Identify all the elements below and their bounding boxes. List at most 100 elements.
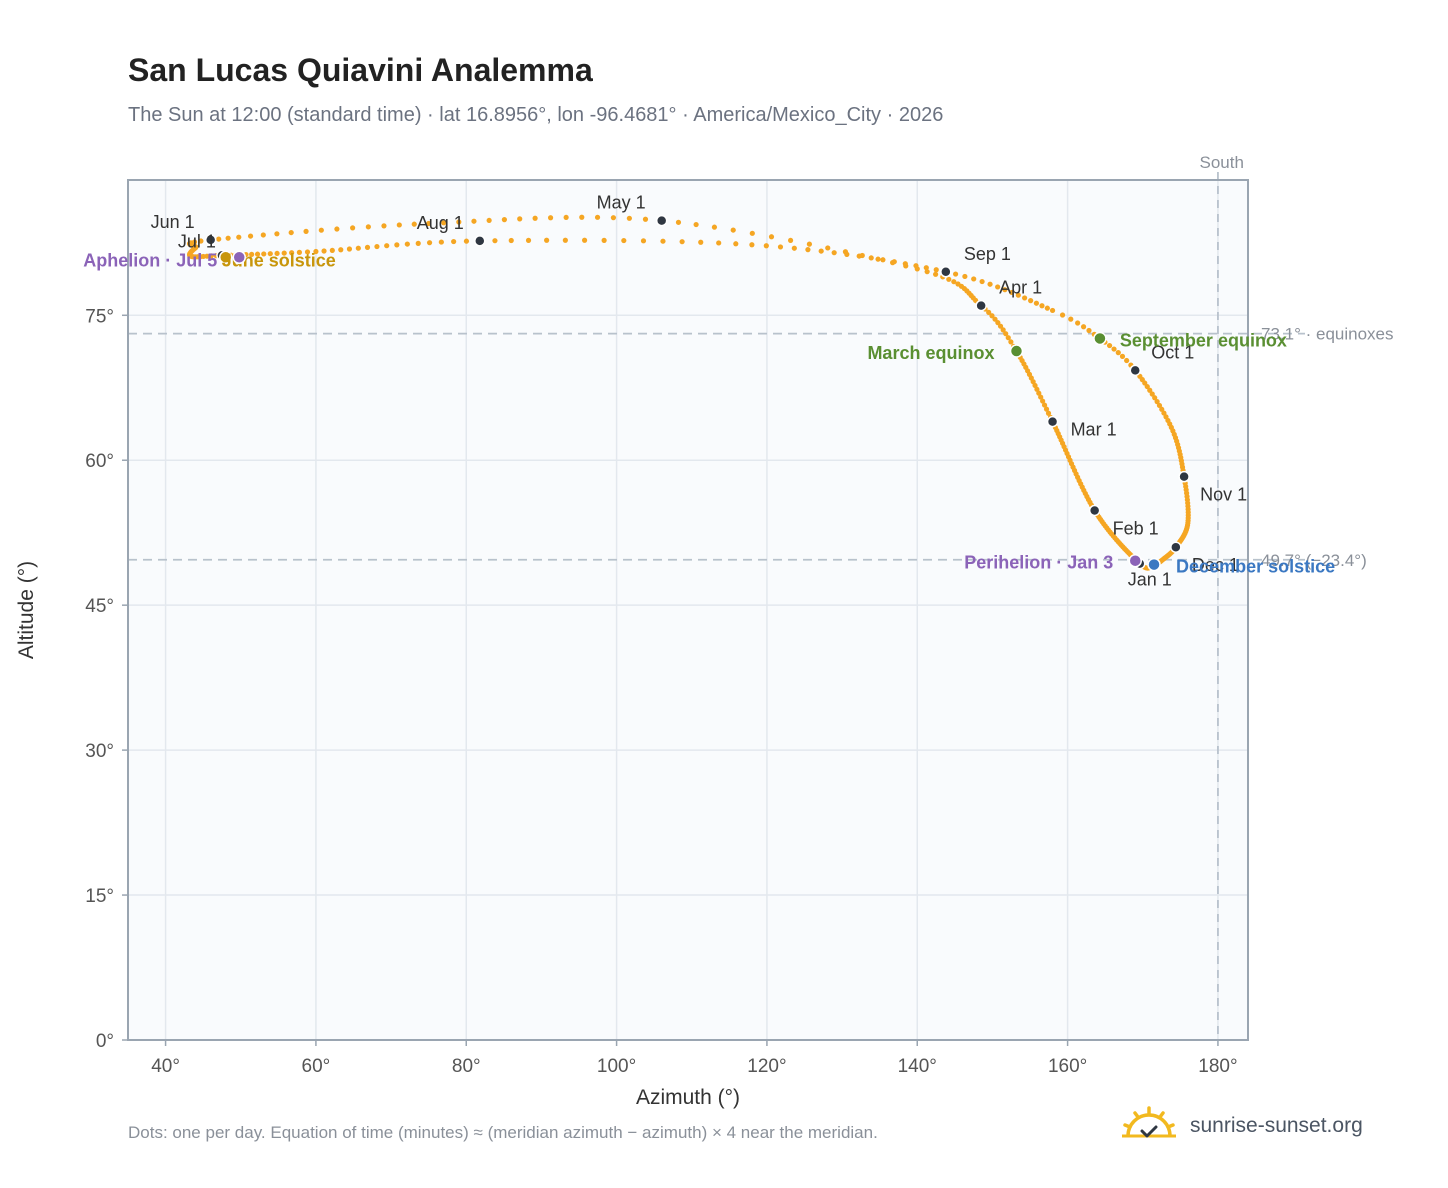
day-dot [1015, 292, 1021, 298]
plot-area [128, 180, 1248, 1040]
event-marker [232, 250, 246, 265]
event-marker [1009, 344, 1024, 358]
plot-frame [127, 179, 1249, 1041]
reference-label: 73.1° · equinoxes [1261, 325, 1394, 344]
analemma-path [186, 214, 1191, 571]
day-dot [508, 237, 514, 244]
day-dot [675, 219, 682, 225]
day-dot [1039, 303, 1045, 309]
y-tick-label: 15° [85, 886, 114, 907]
x-tick-label: 140° [898, 1056, 937, 1077]
day-dot [763, 243, 769, 249]
day-dot [730, 227, 736, 233]
day-dot [787, 237, 794, 244]
y-tick-label: 45° [85, 596, 114, 617]
month-label: Dec 1 [1192, 555, 1239, 575]
month-marker [975, 299, 987, 312]
day-dot [1159, 406, 1165, 412]
y-tick-label: 75° [85, 306, 114, 327]
reference-label: 49.7° (−23.4°) [1261, 551, 1367, 570]
day-dot [601, 237, 607, 243]
event-marker [1128, 553, 1142, 568]
day-dot [1043, 406, 1050, 412]
brand[interactable]: sunrise-sunset.org [1122, 1104, 1363, 1148]
y-tick-label: 0° [96, 1031, 114, 1052]
day-dot [1041, 402, 1048, 408]
day-dot [933, 267, 939, 273]
month-marker [1170, 541, 1182, 553]
meridian-label: South [1199, 153, 1243, 172]
day-dot [1005, 335, 1011, 341]
x-tick-label: 120° [747, 1056, 786, 1077]
day-dot [979, 278, 985, 285]
day-dot [350, 225, 356, 231]
month-marker [1178, 470, 1190, 483]
day-dot [346, 246, 353, 252]
day-dot [289, 250, 295, 256]
day-dot [441, 220, 447, 226]
day-dot [902, 261, 908, 267]
month-label: Nov 1 [1200, 485, 1247, 505]
day-dot [997, 323, 1004, 329]
day-dot [791, 245, 797, 251]
month-marker [204, 234, 217, 246]
day-dot [621, 237, 627, 244]
day-dot [492, 238, 498, 244]
day-dot [1115, 350, 1121, 356]
day-dot [1009, 289, 1015, 296]
x-tick-label: 160° [1048, 1056, 1087, 1077]
event-marker [1147, 557, 1161, 572]
day-dot [698, 239, 704, 245]
day-dot [1000, 327, 1006, 333]
day-dot [547, 215, 554, 221]
day-dot [254, 251, 261, 257]
day-dot [396, 222, 402, 228]
chart-subtitle: The Sun at 12:00 (standard time) · lat 1… [128, 104, 944, 126]
day-dot [355, 245, 361, 251]
day-dot [1119, 353, 1126, 359]
day-dot [562, 237, 568, 243]
day-dot [544, 237, 550, 243]
day-dot [329, 247, 335, 254]
month-label: Jul 1 [178, 231, 216, 251]
day-dot [384, 243, 390, 249]
event-label: Aphelion · Jul 5 [83, 250, 217, 270]
day-dot [463, 238, 470, 244]
day-dot [913, 263, 919, 269]
day-dot [236, 234, 242, 240]
day-dot [288, 229, 294, 236]
month-label: Oct 1 [1151, 342, 1194, 362]
day-dot [818, 248, 824, 254]
day-dot [946, 276, 952, 282]
day-dot [932, 271, 939, 277]
day-dot [303, 228, 309, 234]
day-dot [1008, 339, 1014, 345]
day-dot [296, 249, 303, 255]
day-dot [1152, 395, 1158, 401]
day-dot [1147, 387, 1153, 393]
footnote: Dots: one per day. Equation of time (min… [128, 1123, 878, 1142]
day-dot [204, 253, 210, 259]
month-marker [940, 266, 952, 278]
day-dot [626, 215, 632, 221]
month-label: Feb 1 [1113, 518, 1159, 538]
day-dot [249, 251, 255, 257]
day-dot [1156, 402, 1163, 409]
x-tick-label: 180° [1198, 1056, 1237, 1077]
day-dot [868, 255, 874, 261]
month-marker [655, 214, 668, 227]
day-dot [1068, 316, 1074, 322]
reference-lines: South 73.1° · equinoxes 49.7° (−23.4°) [128, 153, 1394, 1040]
day-dot [415, 240, 421, 246]
day-dot [987, 281, 993, 287]
day-dot [532, 215, 538, 221]
day-dot [962, 273, 968, 280]
y-axis-label: Altitude (°) [15, 561, 38, 659]
day-dot [1033, 300, 1040, 306]
month-marker [474, 235, 486, 247]
day-dot [1059, 312, 1066, 318]
day-dot [749, 230, 755, 236]
day-dot [955, 281, 961, 287]
day-dot [426, 240, 433, 246]
brand-link[interactable]: sunrise-sunset.org [1190, 1114, 1363, 1137]
